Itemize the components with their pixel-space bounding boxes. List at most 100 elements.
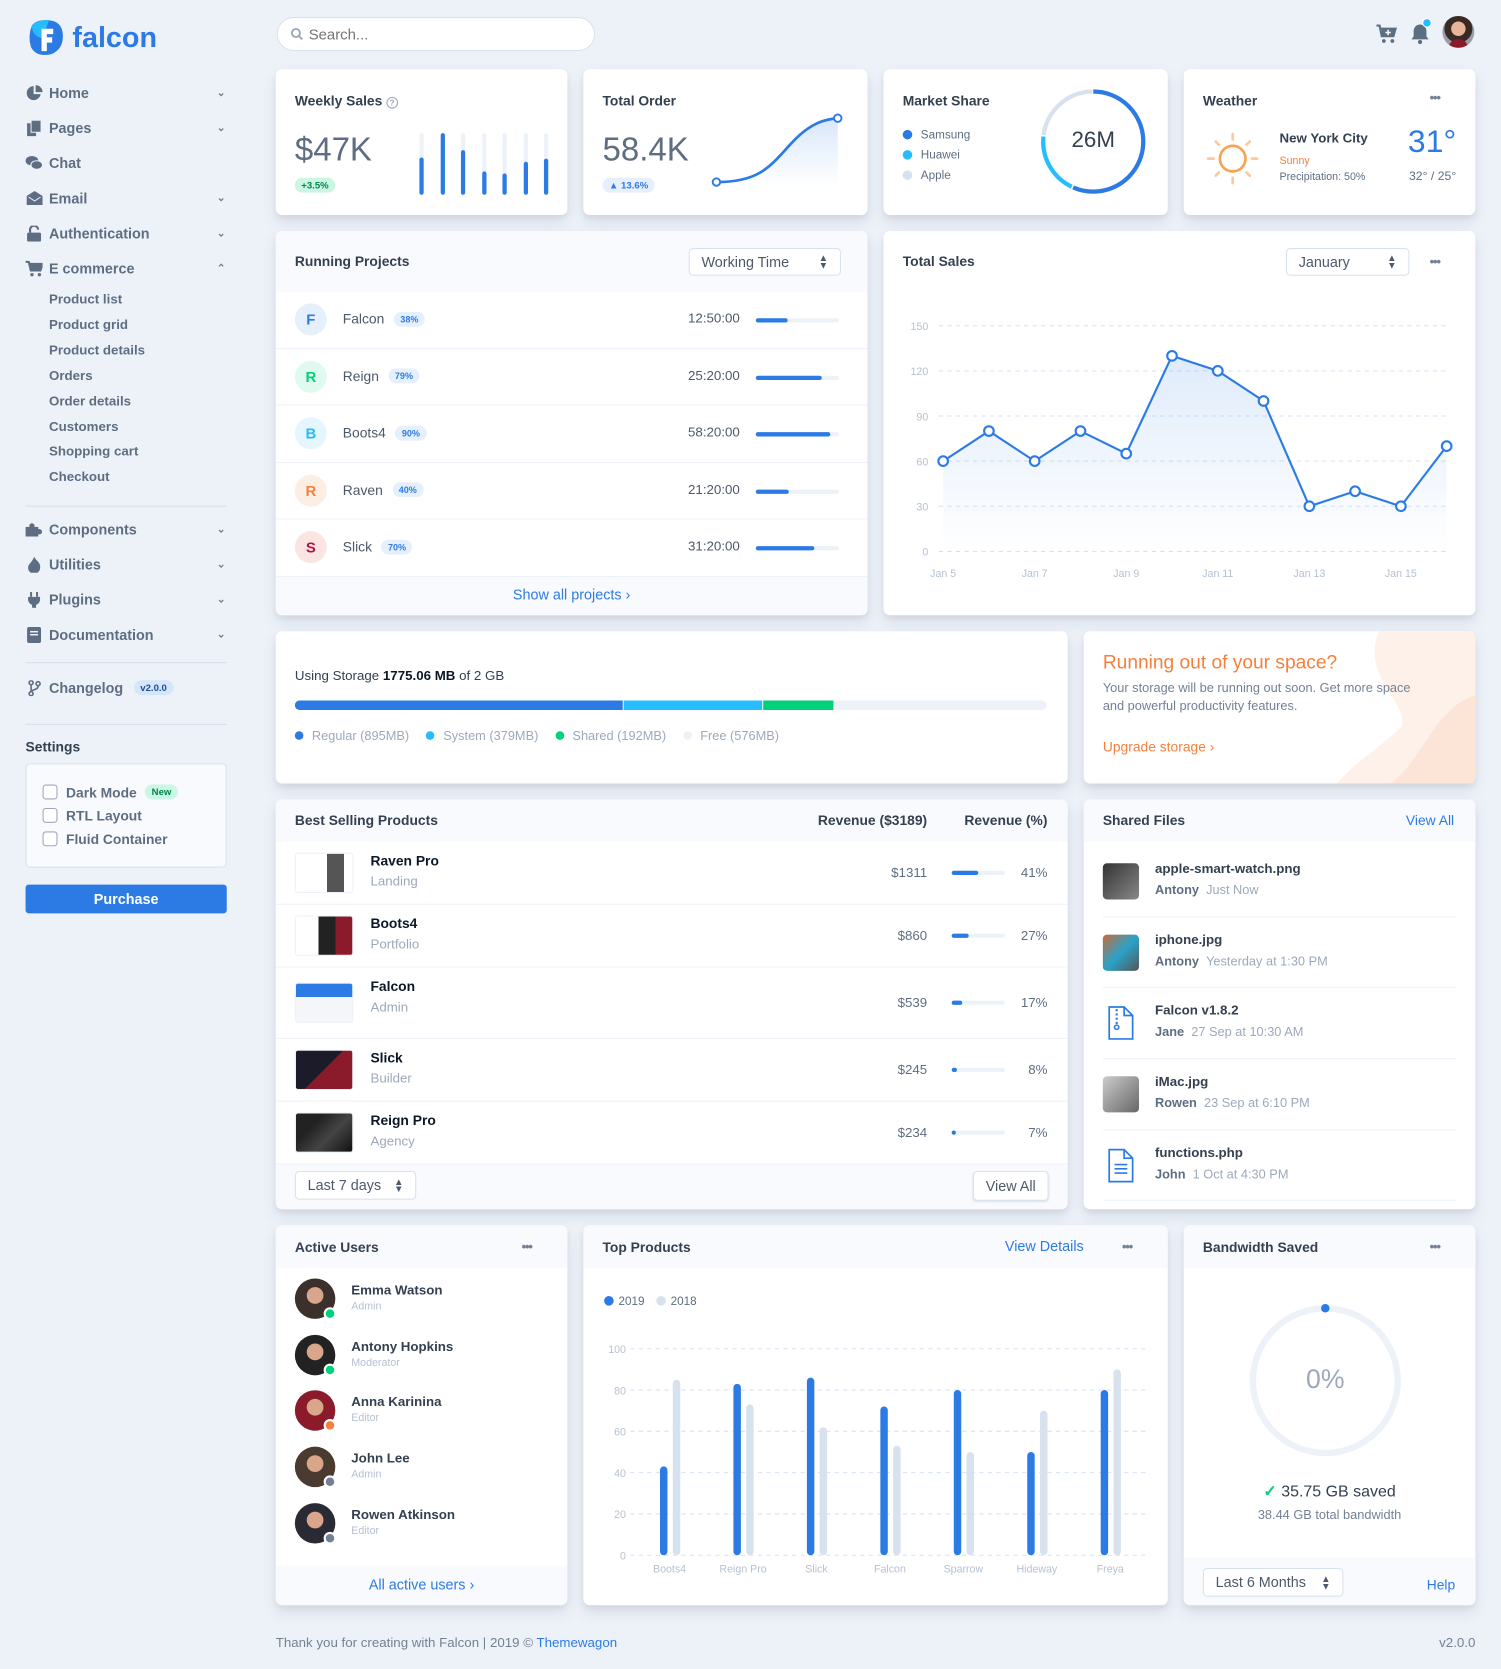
sidebar-item-pages[interactable]: Pages ⌄ [26, 119, 228, 136]
sidebar-item-changelog[interactable]: Changelog v2.0.0 [26, 679, 228, 696]
card-title: Total Order [602, 92, 677, 109]
sidebar-item-ecommerce[interactable]: E commerce ⌃ [25, 260, 228, 277]
status-dot [323, 1307, 337, 1320]
revenue-progress [951, 1130, 1005, 1135]
project-row[interactable]: R Raven 40% 21:20:00 [275, 463, 868, 520]
fluid-container-checkbox[interactable]: Fluid Container [42, 827, 210, 850]
checkbox [42, 831, 58, 847]
sidebar-subitem[interactable]: Order details [48, 393, 132, 409]
file-name[interactable]: Falcon v1.8.2 [1154, 1003, 1239, 1019]
project-progress [755, 432, 839, 437]
file-row[interactable]: apple-smart-watch.png Antony Just Now [1102, 846, 1457, 918]
product-row[interactable]: Falcon Admin $539 17% [275, 968, 1068, 1039]
product-thumbnail [294, 1049, 354, 1091]
more-options-icon[interactable]: ••• [1429, 254, 1441, 270]
card-title: Weather [1202, 92, 1258, 109]
date-range-select[interactable]: Last 7 days ▲ ▼ [294, 1170, 417, 1200]
search-input[interactable] [308, 25, 565, 43]
sidebar-subitem[interactable]: Product grid [48, 317, 129, 333]
rtl-layout-checkbox[interactable]: RTL Layout [42, 804, 210, 827]
column-header-revenue-percent[interactable]: Revenue (%) [964, 812, 1048, 829]
product-row[interactable]: Slick Builder $245 8% [275, 1039, 1068, 1102]
themewagon-link[interactable]: Themewagon [536, 1635, 618, 1650]
user-name[interactable]: Emma Watson [351, 1282, 443, 1298]
dark-mode-checkbox[interactable]: Dark Mode New [42, 780, 210, 803]
project-row[interactable]: S Slick 70% 31:20:00 [275, 520, 868, 577]
user-row[interactable]: Rowen Atkinson Editor [294, 1501, 550, 1549]
product-name[interactable]: Falcon [370, 978, 416, 995]
upgrade-storage-link[interactable]: Upgrade storage › [1102, 738, 1215, 755]
x-tick-label: Reign Pro [719, 1563, 766, 1575]
sidebar-subitem[interactable]: Customers [48, 418, 119, 434]
active-users-card: Active Users ••• Emma Watson Admin Anton… [275, 1225, 568, 1606]
total-order-change: ▲ 13.6% [602, 177, 655, 193]
user-name[interactable]: Rowen Atkinson [351, 1507, 456, 1523]
sidebar-item-email[interactable]: Email ⌄ [26, 189, 228, 206]
sidebar-item-utilities[interactable]: Utilities ⌄ [26, 556, 228, 573]
user-avatar[interactable] [1442, 15, 1475, 48]
brand-logo[interactable]: falcon [26, 17, 157, 57]
user-name[interactable]: Antony Hopkins [351, 1338, 454, 1354]
file-row[interactable]: iphone.jpg Antony Yesterday at 1:30 PM [1102, 917, 1457, 989]
product-row[interactable]: Boots4 Portfolio $860 27% [275, 905, 1068, 968]
period-select[interactable]: Last 6 Months ▲ ▼ [1202, 1568, 1344, 1597]
user-name[interactable]: John Lee [351, 1451, 410, 1466]
sidebar-item-components[interactable]: Components ⌄ [25, 521, 228, 538]
project-name-wrap: Slick 70% [343, 539, 413, 555]
help-link[interactable]: Help [1426, 1576, 1456, 1593]
user-name[interactable]: Anna Karinina [351, 1394, 442, 1410]
product-name[interactable]: Slick [370, 1049, 403, 1066]
file-name[interactable]: iphone.jpg [1154, 932, 1223, 948]
more-options-icon[interactable]: ••• [1429, 1239, 1441, 1254]
help-icon[interactable]: ? [386, 96, 398, 109]
purchase-button[interactable]: Purchase [25, 884, 227, 914]
product-revenue-percent: 17% [1020, 995, 1048, 1011]
file-row[interactable]: Falcon v1.8.2 Jane 27 Sep at 10:30 AM [1102, 988, 1457, 1060]
file-name[interactable]: apple-smart-watch.png [1154, 861, 1301, 877]
project-row[interactable]: R Reign 79% 25:20:00 [275, 349, 868, 406]
sidebar-subitem[interactable]: Product list [48, 291, 123, 307]
sidebar-item-chat[interactable]: Chat [25, 154, 228, 171]
sidebar-item-home[interactable]: Home ⌄ [26, 84, 228, 101]
product-row[interactable]: Reign Pro Agency $234 7% [275, 1102, 1068, 1165]
product-name[interactable]: Reign Pro [370, 1112, 436, 1129]
sidebar-subitem[interactable]: Product details [48, 342, 146, 358]
user-row[interactable]: Anna Karinina Editor [294, 1389, 550, 1437]
weather-range: 32° / 25° [1408, 170, 1457, 184]
more-options-icon[interactable]: ••• [1429, 90, 1441, 106]
upgrade-storage-card: Running out of your space? Your storage … [1083, 631, 1476, 784]
view-details-link[interactable]: View Details [1004, 1238, 1084, 1254]
product-name[interactable]: Raven Pro [370, 852, 439, 869]
month-select[interactable]: January ▲ ▼ [1285, 248, 1410, 276]
file-row[interactable]: functions.php John 1 Oct at 4:30 PM [1102, 1130, 1457, 1202]
sidebar-item-plugins[interactable]: Plugins ⌄ [26, 591, 228, 608]
file-name[interactable]: functions.php [1154, 1145, 1243, 1161]
user-row[interactable]: Emma Watson Admin [294, 1276, 550, 1324]
project-row[interactable]: F Falcon 38% 12:50:00 [275, 292, 868, 349]
file-name[interactable]: iMac.jpg [1154, 1074, 1209, 1090]
running-projects-card: Running Projects Working Time ▲ ▼ F Falcon… [275, 230, 868, 616]
view-all-files-link[interactable]: View All [1405, 812, 1455, 829]
working-time-select[interactable]: Working Time ▲ ▼ [688, 248, 841, 276]
notifications-button[interactable] [1410, 18, 1433, 45]
product-name[interactable]: Boots4 [370, 915, 418, 932]
column-header-revenue[interactable]: Revenue ($3189) [817, 812, 928, 829]
sidebar-item-documentation[interactable]: Documentation ⌄ [26, 626, 228, 643]
sidebar-subitem[interactable]: Orders [48, 367, 93, 383]
user-row[interactable]: John Lee Admin [294, 1445, 550, 1493]
search-box[interactable] [276, 17, 596, 52]
view-all-button[interactable]: View All [972, 1170, 1049, 1201]
sidebar-subitem[interactable]: Checkout [48, 469, 110, 485]
all-active-users-link[interactable]: All active users › [368, 1576, 475, 1593]
envelope-open-icon [26, 189, 43, 206]
user-row[interactable]: Antony Hopkins Moderator [294, 1332, 550, 1380]
more-options-icon[interactable]: ••• [1121, 1239, 1133, 1254]
sidebar-item-authentication[interactable]: Authentication ⌄ [26, 225, 228, 242]
project-row[interactable]: B Boots4 90% 58:20:00 [275, 406, 868, 463]
cart-icon[interactable] [1376, 24, 1397, 43]
file-row[interactable]: iMac.jpg Rowen 23 Sep at 6:10 PM [1102, 1059, 1457, 1131]
show-all-projects-link[interactable]: Show all projects › [512, 586, 631, 603]
product-row[interactable]: Raven Pro Landing $1311 41% [275, 842, 1068, 905]
more-options-icon[interactable]: ••• [521, 1239, 533, 1254]
sidebar-subitem[interactable]: Shopping cart [48, 444, 139, 460]
